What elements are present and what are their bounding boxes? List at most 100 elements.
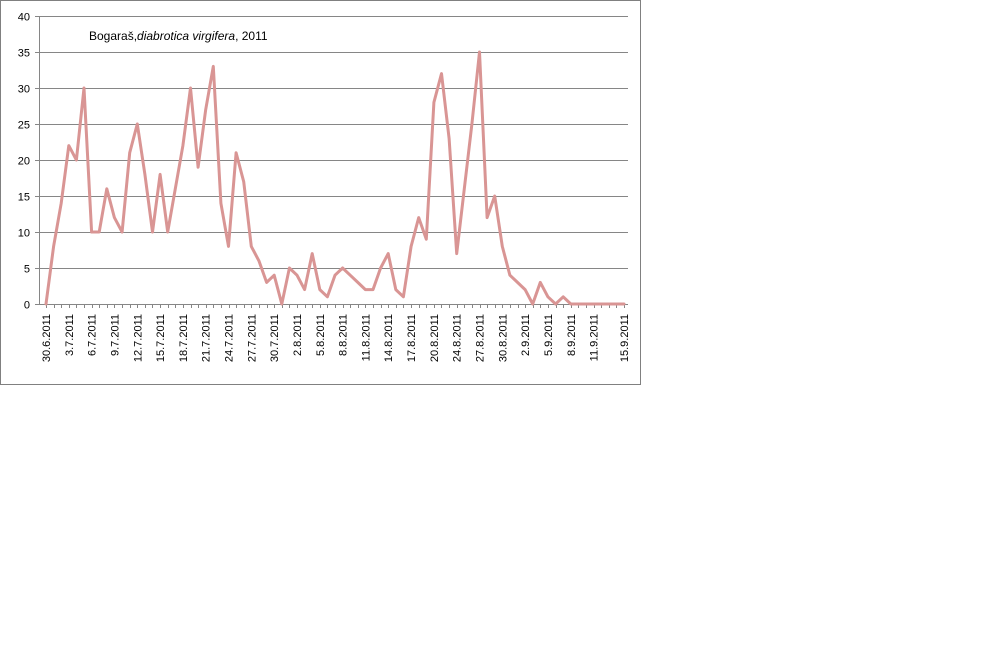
data-point [379, 267, 382, 270]
data-point [75, 159, 78, 162]
series-line [44, 50, 626, 306]
data-point [402, 295, 405, 298]
chart-title: Bogaraš,diabrotica virgifera, 2011 [89, 29, 268, 43]
data-point [128, 151, 131, 154]
data-point [204, 108, 207, 111]
data-point [516, 281, 519, 284]
data-point [531, 303, 534, 306]
y-tick-label: 5 [24, 264, 30, 276]
data-point [455, 252, 458, 255]
data-point [546, 295, 549, 298]
data-point [341, 267, 344, 270]
data-point [151, 231, 154, 234]
data-point [432, 101, 435, 104]
data-point [265, 281, 268, 284]
data-point [486, 216, 489, 219]
data-point [448, 137, 451, 140]
data-point [250, 245, 253, 248]
data-point [52, 245, 55, 248]
data-point [288, 267, 291, 270]
data-point [83, 87, 86, 90]
x-tick-label: 9.7.2011 [109, 314, 121, 356]
gridlines [39, 16, 628, 305]
line-chart: 0 5 10 15 20 25 30 35 40 30.6.2011 3.7.2011 6.7.20… [18, 12, 631, 363]
data-point [311, 252, 314, 255]
data-point [98, 231, 101, 234]
data-point [227, 245, 230, 248]
chart-title-species: diabrotica virgifera [137, 29, 235, 43]
data-point [577, 303, 580, 306]
data-point [463, 187, 466, 190]
x-tick-label: 30.8.2011 [497, 314, 509, 362]
y-tick-label: 30 [18, 84, 30, 96]
data-point [166, 231, 169, 234]
data-point [212, 65, 215, 68]
data-point [615, 303, 618, 306]
data-point [334, 274, 337, 277]
data-point [136, 123, 139, 126]
data-point [524, 288, 527, 291]
data-point [235, 151, 238, 154]
data-point [326, 295, 329, 298]
data-point [189, 87, 192, 90]
x-tick-label: 18.7.2011 [178, 314, 190, 362]
data-point [113, 216, 116, 219]
data-point [585, 303, 588, 306]
data-point [470, 123, 473, 126]
data-point [60, 202, 63, 205]
data-point [493, 195, 496, 198]
data-point [554, 303, 557, 306]
x-tick-label: 2.8.2011 [292, 314, 304, 356]
chart-title-suffix: , 2011 [235, 29, 268, 43]
x-tick-label: 5.8.2011 [315, 314, 327, 356]
data-point [159, 173, 162, 176]
data-point [105, 187, 108, 190]
x-tick-label: 6.7.2011 [87, 314, 99, 356]
x-tick-label: 8.9.2011 [566, 314, 578, 356]
data-point [197, 166, 200, 169]
x-tick-label: 12.7.2011 [132, 314, 144, 362]
chart-title-prefix: Bogaraš, [89, 29, 137, 43]
data-point [280, 303, 283, 306]
data-point [364, 288, 367, 291]
data-point [569, 303, 572, 306]
data-point [219, 202, 222, 205]
data-point [349, 274, 352, 277]
data-point [623, 303, 626, 306]
y-tick-label: 20 [18, 156, 30, 168]
data-point [607, 303, 610, 306]
x-tick-label: 8.8.2011 [338, 314, 350, 356]
y-tick-label: 10 [18, 228, 30, 240]
x-tick-label: 11.9.2011 [589, 314, 601, 361]
x-tick-label: 20.8.2011 [429, 314, 441, 362]
data-point [501, 245, 504, 248]
data-point [508, 274, 511, 277]
data-point [417, 216, 420, 219]
x-tick-label: 14.8.2011 [383, 314, 395, 362]
x-tick-label: 21.7.2011 [201, 314, 213, 362]
y-tick-label: 35 [18, 48, 30, 60]
data-point [372, 288, 375, 291]
data-point [242, 180, 245, 183]
series-layer [44, 50, 626, 306]
x-tick-label: 2.9.2011 [520, 314, 532, 356]
data-point [45, 303, 48, 306]
x-tick-label: 27.8.2011 [475, 314, 487, 362]
x-tick-label: 30.6.2011 [41, 314, 53, 362]
x-tick-label: 24.8.2011 [452, 314, 464, 362]
y-tick-label: 25 [18, 120, 30, 132]
data-point [67, 144, 70, 147]
data-point [273, 274, 276, 277]
data-point [356, 281, 359, 284]
data-point [539, 281, 542, 284]
data-point [174, 187, 177, 190]
data-point [592, 303, 595, 306]
y-tick-label: 15 [18, 192, 30, 204]
data-point [143, 173, 146, 176]
data-point [387, 252, 390, 255]
data-point [296, 274, 299, 277]
data-point [90, 231, 93, 234]
x-tick-label: 3.7.2011 [64, 314, 76, 356]
y-tick-label: 40 [18, 12, 30, 24]
data-point [257, 259, 260, 262]
